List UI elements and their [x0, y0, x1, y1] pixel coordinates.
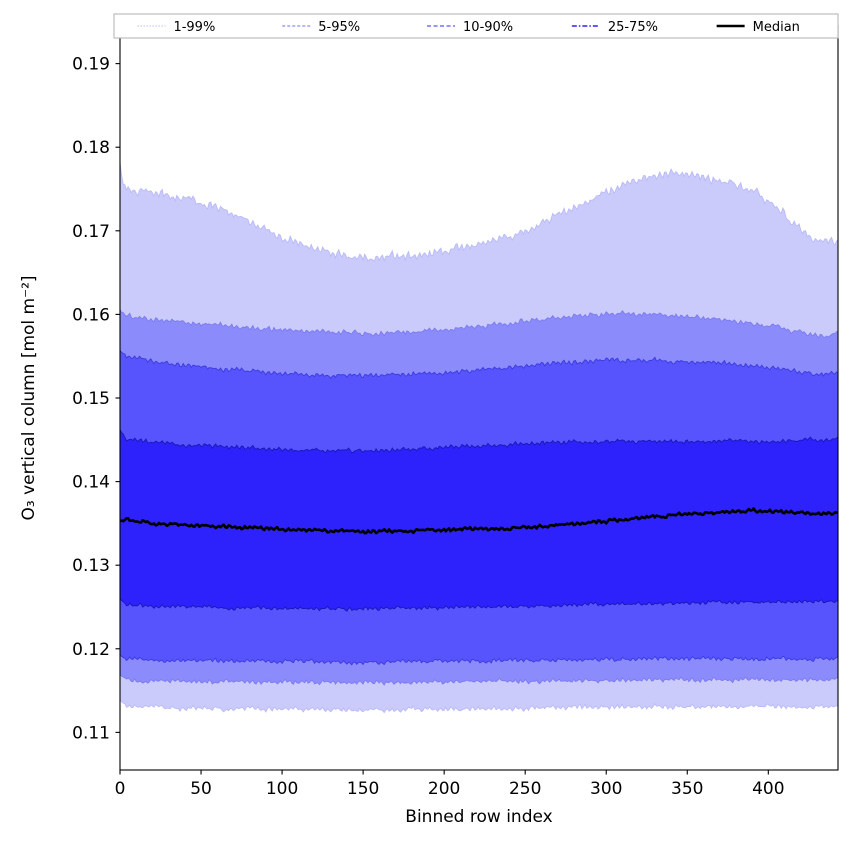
legend-label-10-90: 10-90%: [463, 20, 513, 35]
band-edge-10-90-lower: [119, 654, 839, 666]
band-edge-5-95-lower: [119, 674, 839, 686]
y-tick-label: 0.17: [72, 222, 110, 242]
y-tick-label: 0.13: [72, 556, 110, 576]
x-tick-label: 400: [752, 779, 784, 799]
y-tick-label: 0.12: [72, 640, 110, 660]
band-edge-5-95-upper: [119, 309, 839, 339]
x-tick-label: 50: [190, 779, 212, 799]
y-tick-label: 0.18: [72, 138, 110, 158]
y-tick-label: 0.19: [72, 55, 110, 75]
x-tick-label: 250: [509, 779, 541, 799]
legend-label-Median: Median: [753, 20, 800, 35]
band-edge-25-75-lower: [119, 598, 839, 612]
legend-label-25-75: 25-75%: [608, 20, 658, 35]
band-edge-1-99-lower: [119, 699, 839, 714]
axis-labels-layer: 0.11 0.12 0.13 0.14 0.15 0.16 0.17 0.18 0.19 0 50 1…: [19, 55, 785, 827]
band-edge-25-75-upper: [119, 429, 839, 454]
band-edge-1-99-upper: [119, 162, 839, 263]
y-tick-label: 0.11: [72, 723, 110, 743]
median-line-layer: [119, 507, 839, 535]
legend-label-5-95: 5-95%: [318, 20, 360, 35]
y-axis-title: O₃ vertical column [mol m⁻²]: [19, 275, 39, 520]
band-fill-25-to-75: [120, 429, 838, 612]
y-tick-label: 0.15: [72, 389, 110, 409]
chart-legend: 1-99% 5-95% 10-90% 25-75% Median: [113, 13, 839, 39]
percentile-bands-layer: [119, 162, 839, 714]
x-tick-label: 100: [266, 779, 298, 799]
x-tick-label: 300: [590, 779, 622, 799]
x-tick-label: 0: [115, 779, 126, 799]
y-tick-label: 0.14: [72, 473, 110, 493]
x-axis-title: Binned row index: [405, 807, 552, 827]
legend-label-1-99: 1-99%: [173, 20, 215, 35]
median-line: [119, 507, 839, 535]
x-tick-label: 350: [671, 779, 703, 799]
x-tick-label: 150: [347, 779, 379, 799]
x-tick-label: 200: [428, 779, 460, 799]
band-edge-10-90-upper: [119, 349, 839, 379]
y-tick-label: 0.16: [72, 305, 110, 325]
